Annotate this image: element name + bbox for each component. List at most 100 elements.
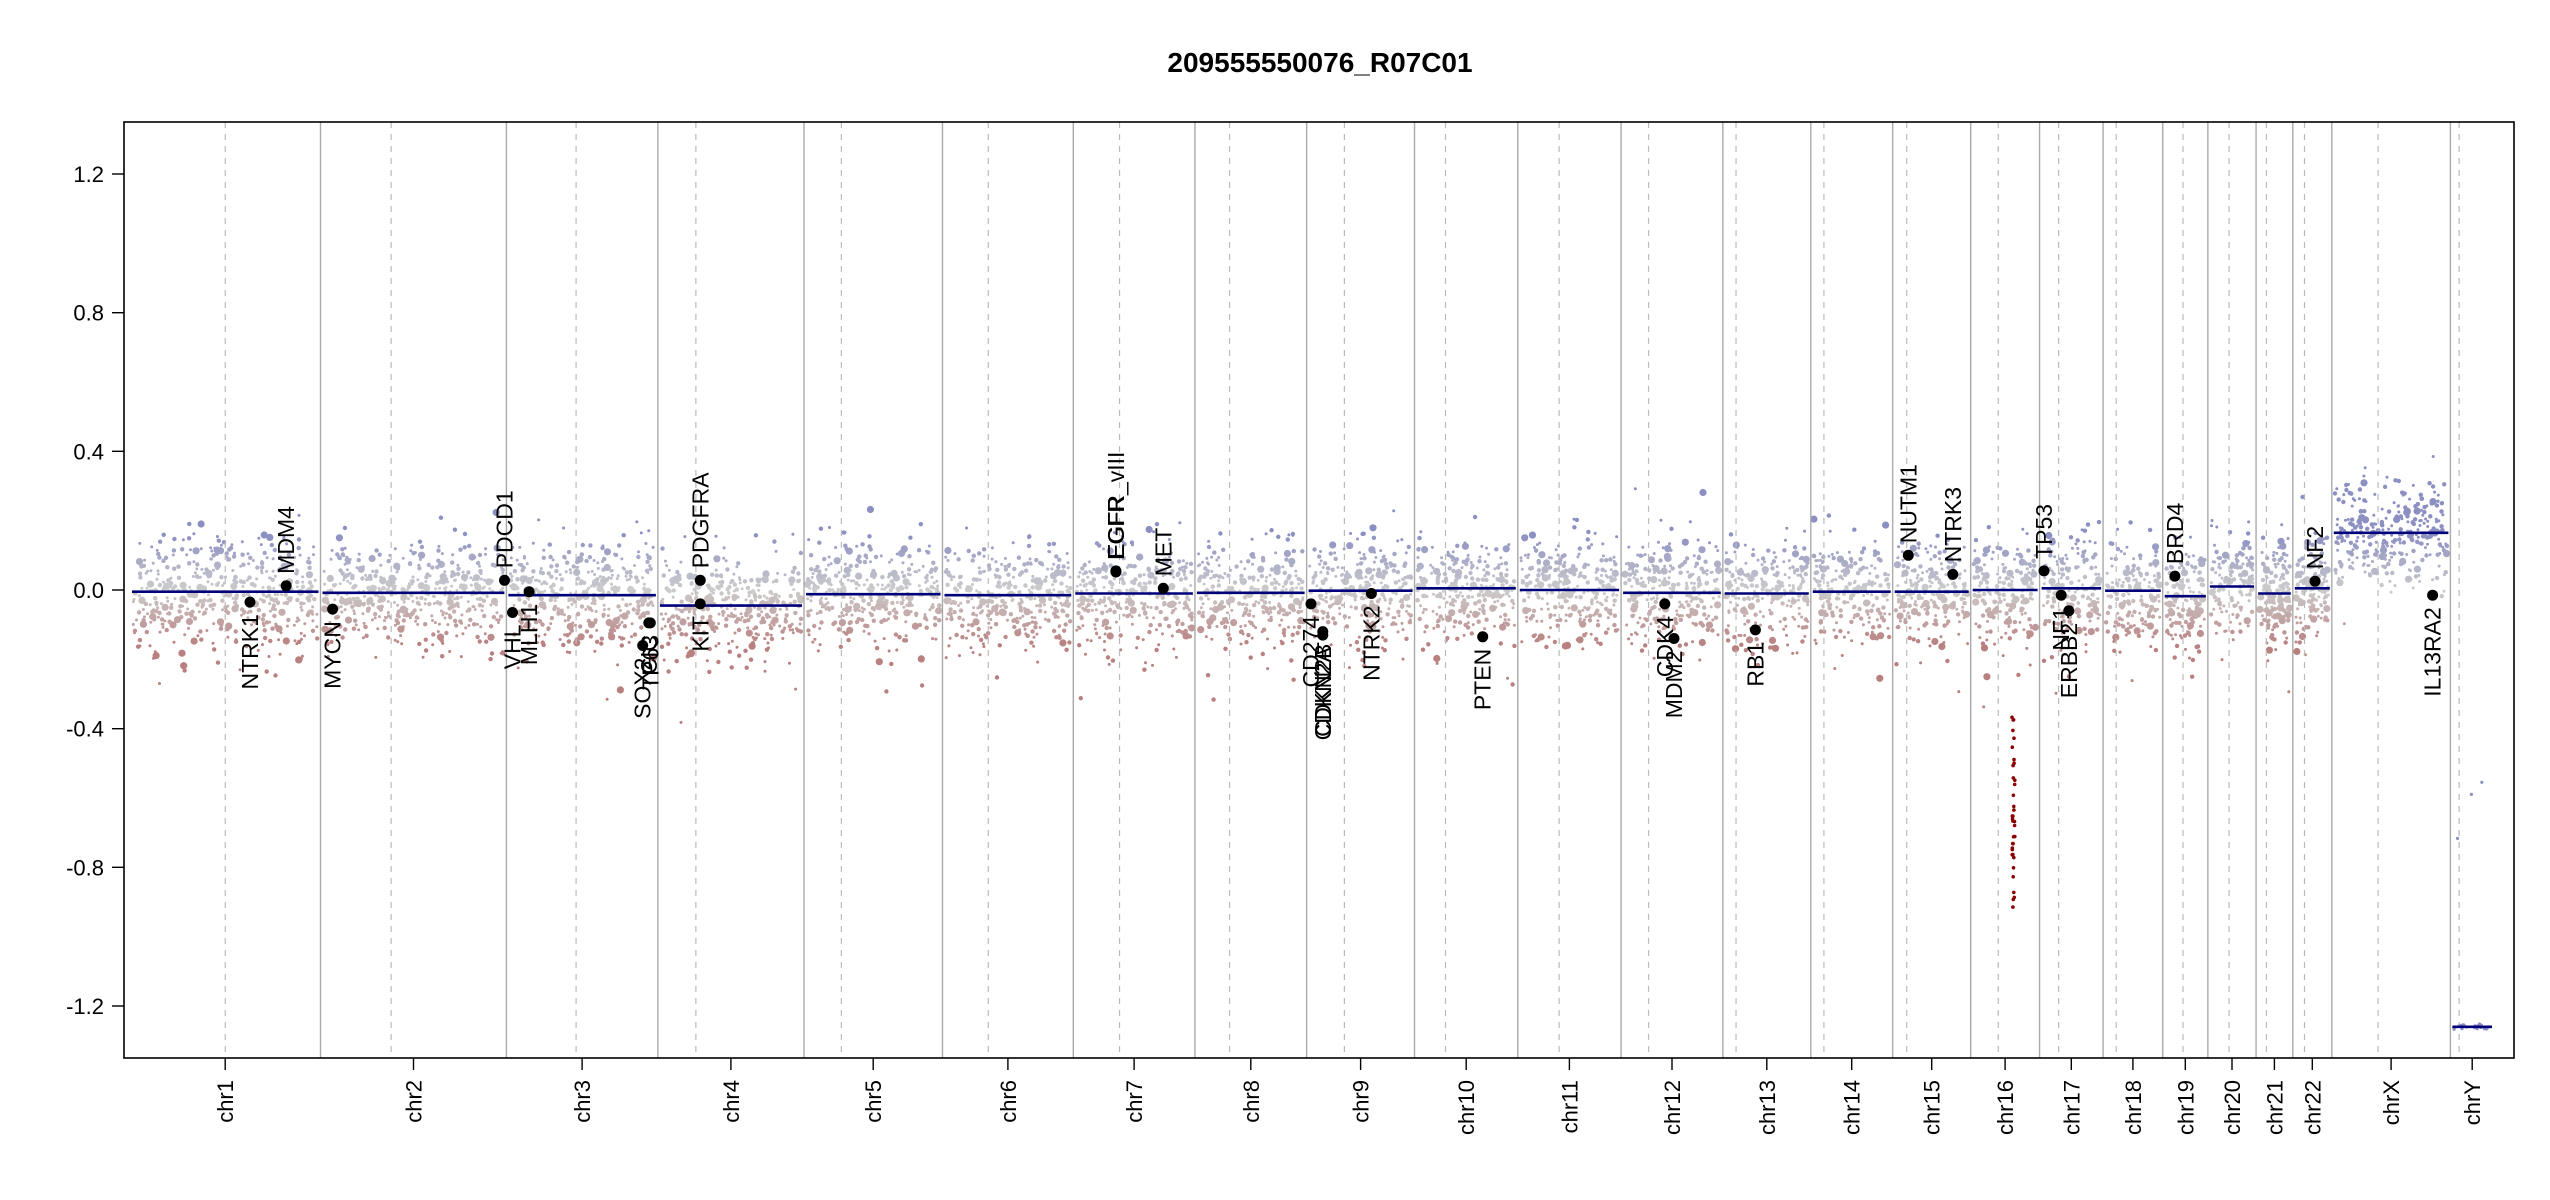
probe-point bbox=[155, 577, 159, 581]
probe-point bbox=[1323, 561, 1328, 566]
probe-point bbox=[345, 568, 349, 572]
probe-point bbox=[900, 596, 904, 600]
probe-point bbox=[1698, 597, 1702, 601]
probe-point bbox=[392, 601, 396, 604]
probe-point bbox=[1727, 610, 1731, 614]
probe-point bbox=[826, 579, 831, 584]
probe-point bbox=[157, 610, 162, 616]
probe-point bbox=[1441, 589, 1445, 593]
probe-point bbox=[792, 588, 796, 592]
probe-point bbox=[1896, 624, 1901, 630]
probe-point bbox=[1531, 608, 1537, 613]
probe-point bbox=[1440, 556, 1444, 560]
probe-point bbox=[1415, 567, 1421, 573]
probe-point bbox=[2016, 547, 2019, 551]
probe-point bbox=[283, 592, 288, 597]
probe-point bbox=[158, 630, 162, 634]
probe-point bbox=[756, 633, 760, 637]
probe-point bbox=[568, 568, 572, 572]
probe-point bbox=[195, 562, 200, 567]
probe-point bbox=[775, 613, 779, 617]
probe-point bbox=[1590, 602, 1594, 606]
probe-point bbox=[1669, 526, 1674, 531]
probe-point bbox=[541, 555, 546, 560]
probe-point bbox=[1132, 564, 1137, 569]
probe-point bbox=[1469, 610, 1473, 614]
probe-point bbox=[1332, 621, 1338, 626]
probe-point bbox=[1725, 630, 1730, 635]
probe-point bbox=[1593, 531, 1597, 535]
probe-point bbox=[753, 594, 758, 599]
probe-point bbox=[1520, 580, 1526, 585]
probe-point bbox=[1372, 560, 1376, 564]
probe-point bbox=[156, 569, 160, 573]
probe-point bbox=[1205, 556, 1209, 560]
probe-point bbox=[1612, 598, 1617, 603]
probe-point bbox=[1744, 609, 1748, 613]
probe-point bbox=[1984, 608, 1990, 613]
probe-point bbox=[1867, 616, 1871, 620]
probe-point bbox=[1682, 560, 1688, 565]
probe-point bbox=[1529, 565, 1535, 571]
probe-point bbox=[1933, 618, 1938, 623]
probe-point bbox=[1496, 599, 1500, 603]
probe-point bbox=[272, 613, 277, 619]
probe-point bbox=[1800, 615, 1804, 619]
probe-point bbox=[1974, 622, 1978, 626]
probe-point bbox=[353, 618, 358, 623]
probe-point bbox=[1873, 581, 1877, 585]
probe-point bbox=[794, 687, 798, 691]
probe-point bbox=[1207, 597, 1210, 601]
probe-point bbox=[1124, 600, 1128, 604]
probe-point bbox=[1405, 594, 1409, 597]
probe-point bbox=[353, 612, 356, 616]
probe-point bbox=[828, 526, 831, 529]
probe-point bbox=[812, 583, 817, 589]
probe-point bbox=[512, 604, 516, 607]
probe-point bbox=[846, 637, 851, 643]
probe-point bbox=[641, 576, 644, 580]
probe-point bbox=[1667, 556, 1672, 561]
probe-point bbox=[1146, 605, 1150, 609]
probe-point bbox=[1547, 583, 1552, 588]
probe-point bbox=[1499, 556, 1503, 560]
probe-point bbox=[378, 607, 384, 612]
probe-point bbox=[525, 576, 533, 585]
probe-point bbox=[1705, 572, 1709, 576]
probe-point bbox=[177, 609, 182, 614]
probe-point bbox=[1668, 542, 1671, 546]
probe-point bbox=[1972, 598, 1980, 606]
probe-point bbox=[282, 601, 286, 605]
probe-point bbox=[666, 669, 671, 674]
probe-point bbox=[1806, 603, 1810, 607]
probe-point bbox=[527, 603, 533, 608]
probe-point bbox=[1094, 567, 1102, 575]
probe-point bbox=[764, 647, 770, 652]
probe-point bbox=[556, 609, 560, 613]
probe-point bbox=[615, 624, 620, 630]
probe-point bbox=[493, 544, 501, 552]
probe-point bbox=[1331, 616, 1336, 621]
probe-point bbox=[796, 594, 799, 598]
probe-point bbox=[313, 578, 317, 582]
probe-point bbox=[1452, 563, 1456, 566]
probe-point bbox=[462, 531, 468, 537]
probe-point bbox=[1453, 619, 1458, 624]
probe-point bbox=[357, 599, 362, 604]
probe-point bbox=[593, 618, 598, 623]
probe-point bbox=[191, 575, 195, 578]
probe-point bbox=[651, 604, 655, 607]
probe-point bbox=[1057, 633, 1061, 637]
probe-point bbox=[1243, 567, 1247, 571]
probe-point bbox=[1572, 572, 1577, 577]
probe-point bbox=[215, 548, 219, 552]
probe-point bbox=[450, 570, 455, 575]
probe-point bbox=[1204, 572, 1210, 577]
probe-point bbox=[978, 637, 984, 643]
probe-point bbox=[1435, 623, 1441, 629]
probe-point bbox=[1319, 550, 1322, 553]
probe-point bbox=[601, 567, 606, 572]
probe-point bbox=[290, 596, 293, 600]
probe-point bbox=[1043, 610, 1047, 614]
probe-point bbox=[1631, 597, 1636, 602]
